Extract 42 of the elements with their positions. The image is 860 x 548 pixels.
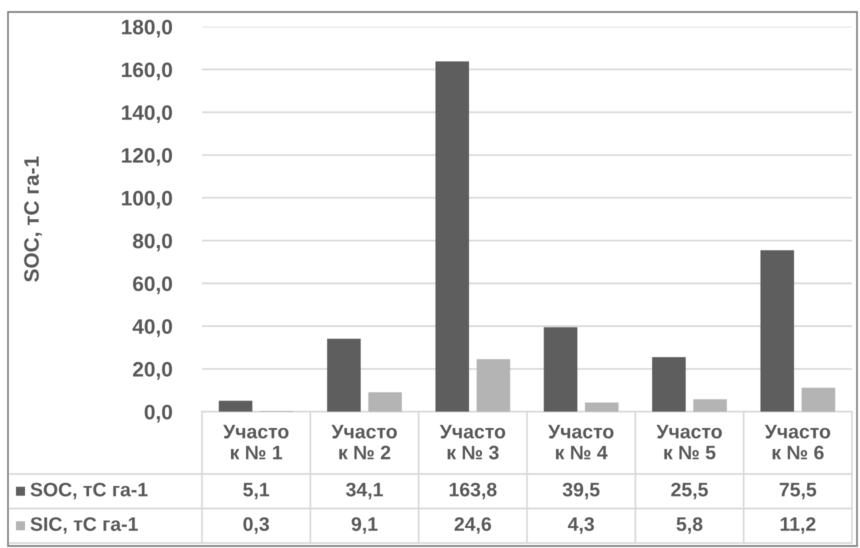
data-label: 9,1 xyxy=(352,517,378,534)
bar xyxy=(327,338,361,412)
bar xyxy=(218,400,252,412)
bar xyxy=(802,388,836,412)
bar xyxy=(693,399,727,412)
data-label: 4,3 xyxy=(568,517,594,534)
x-tick-label: Участо к № 6 xyxy=(764,424,830,460)
data-label: 24,6 xyxy=(454,517,492,534)
data-label: 5,1 xyxy=(243,482,270,500)
x-tick-label: Участо к № 4 xyxy=(548,424,614,460)
x-tick-label: Участо к № 1 xyxy=(223,424,288,460)
data-label: 0,3 xyxy=(243,517,269,534)
bar xyxy=(584,402,619,412)
y-axis-title: SOC, тС га-1 xyxy=(24,156,42,282)
x-tick-label: Участо к № 2 xyxy=(331,424,397,460)
y-tick-label: 20,0 xyxy=(133,362,172,380)
legend-label: SOC, тС га-1 xyxy=(30,482,148,500)
bar xyxy=(476,359,510,412)
data-label: 75,5 xyxy=(780,482,816,500)
legend-label: SIC, тС га-1 xyxy=(30,517,138,534)
y-tick-label: 180,0 xyxy=(122,20,172,38)
data-label: 34,1 xyxy=(346,482,383,500)
data-label: 11,2 xyxy=(780,517,816,534)
y-tick-label: 60,0 xyxy=(133,276,172,294)
bar xyxy=(544,327,578,412)
bar xyxy=(760,250,794,412)
bar xyxy=(435,61,470,412)
y-tick-label: 120,0 xyxy=(122,148,172,166)
y-tick-label: 100,0 xyxy=(122,190,172,209)
y-tick-label: 80,0 xyxy=(132,234,172,252)
x-tick-label: Участо к № 5 xyxy=(656,424,722,460)
bar xyxy=(652,357,686,412)
data-label: 163,8 xyxy=(450,482,497,500)
data-label: 39,5 xyxy=(562,482,600,500)
x-tick-label: Участо к № 3 xyxy=(440,424,506,460)
bar xyxy=(368,392,402,412)
data-label: 5,8 xyxy=(676,517,702,534)
y-tick-label: 140,0 xyxy=(122,105,172,124)
y-tick-label: 40,0 xyxy=(132,319,172,337)
y-tick-label: 160,0 xyxy=(122,62,172,80)
y-tick-label: 0,0 xyxy=(144,404,172,422)
data-label: 25,5 xyxy=(671,482,708,500)
